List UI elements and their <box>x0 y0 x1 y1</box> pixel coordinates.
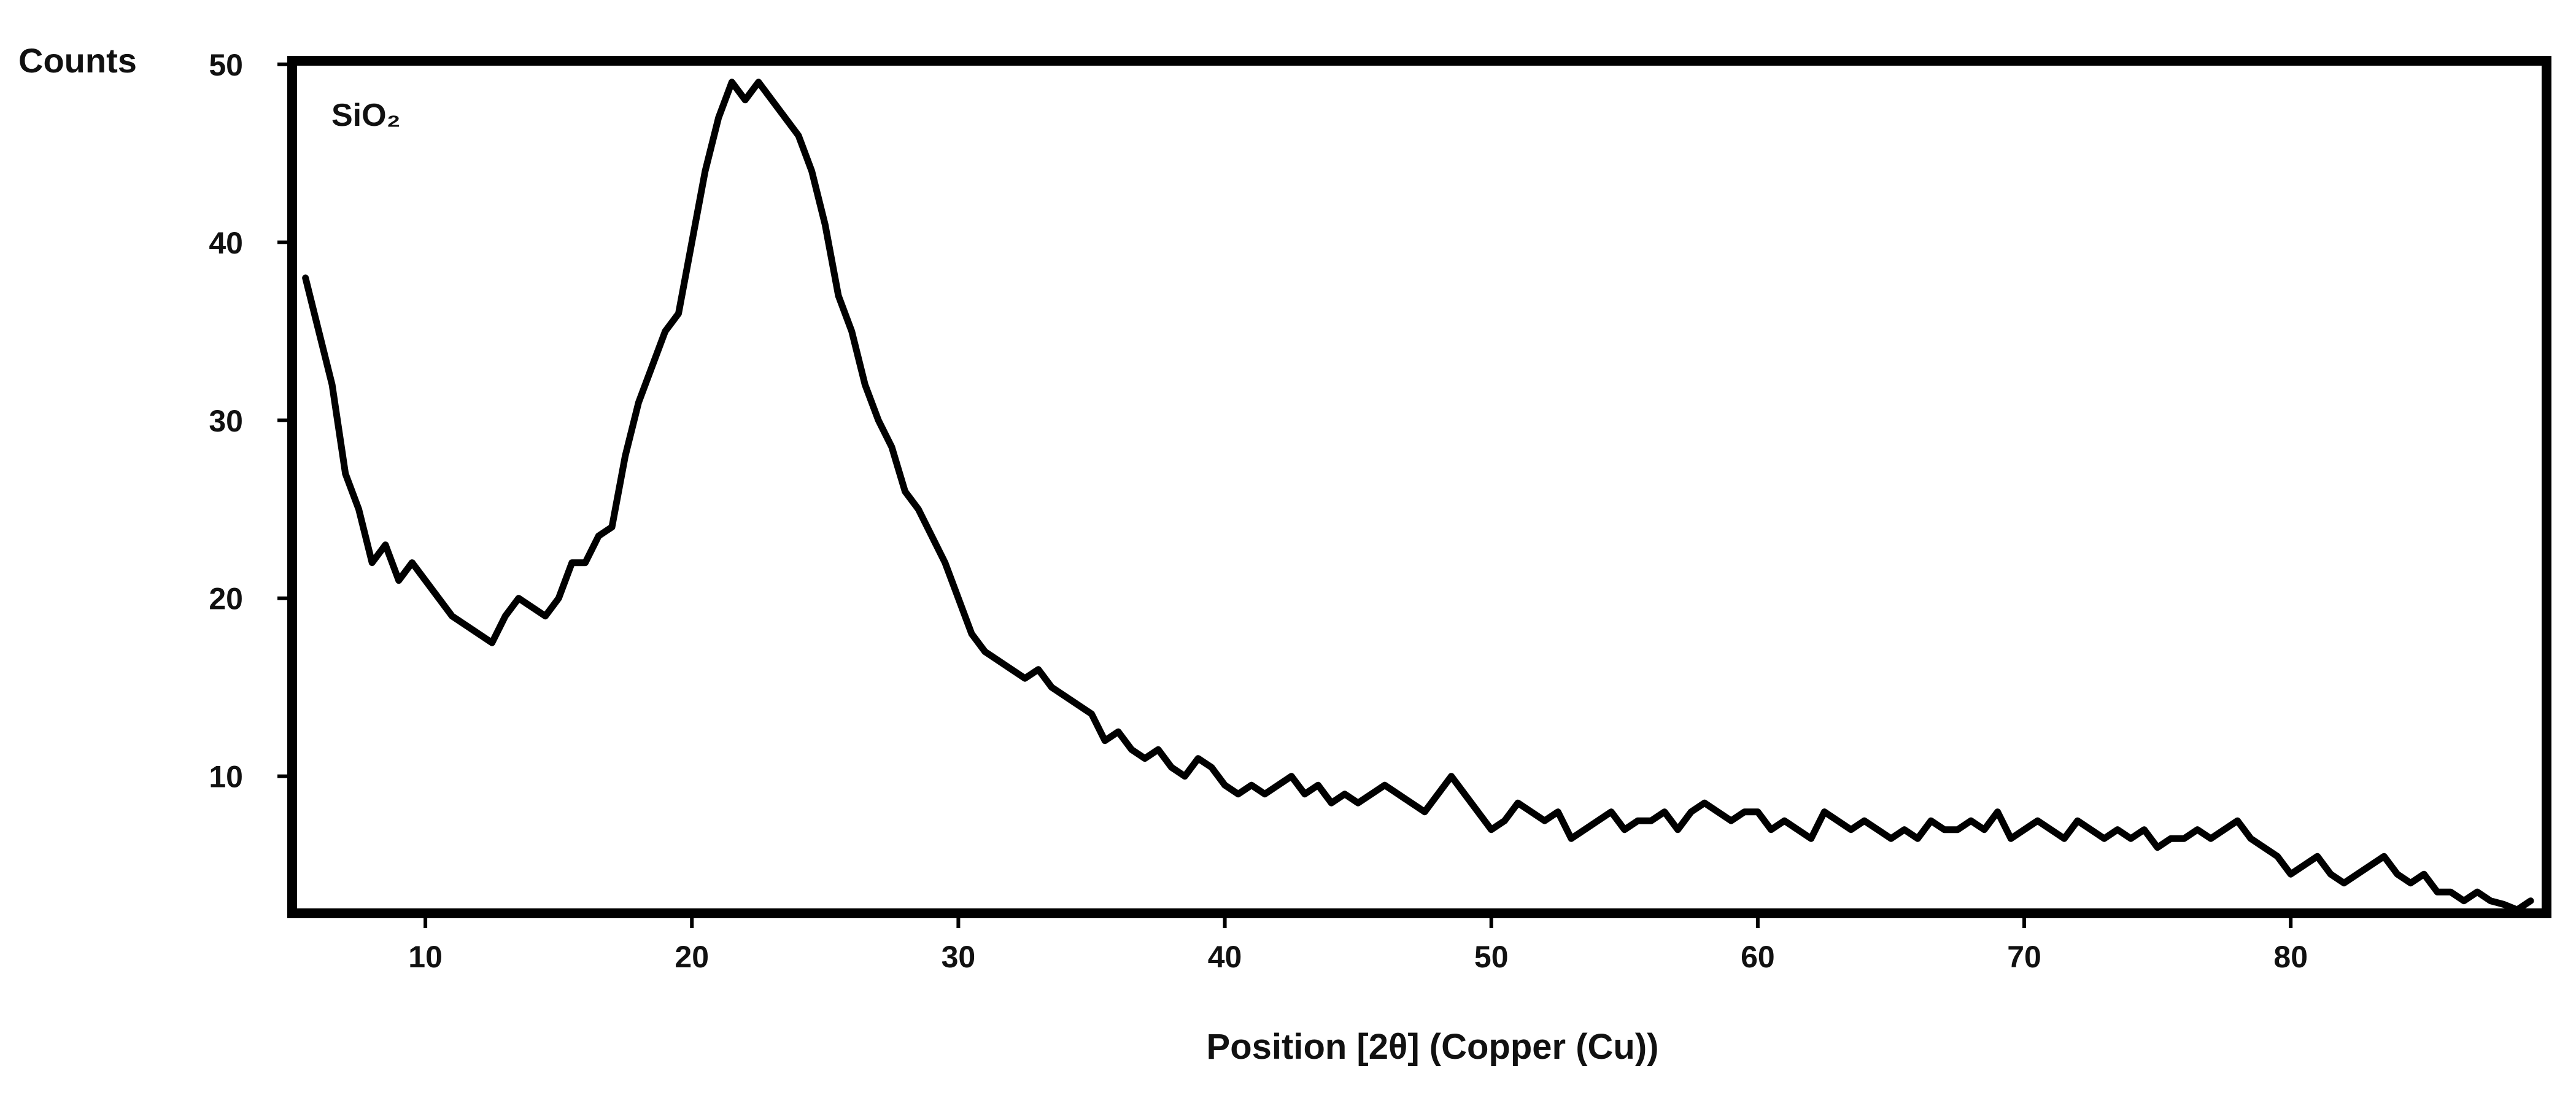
x-tick-label: 10 <box>408 940 443 974</box>
x-tick-label: 60 <box>1741 940 1775 974</box>
plot-frame <box>287 56 2551 918</box>
y-tick-label: 30 <box>209 404 243 438</box>
x-tick-label: 50 <box>1474 940 1509 974</box>
data-line <box>302 79 2534 913</box>
annotation: SiO₂ <box>331 98 401 133</box>
x-tick-label: 40 <box>1208 940 1242 974</box>
x-tick-label: 30 <box>942 940 976 974</box>
y-tick-label: 40 <box>209 226 243 260</box>
y-tick-label: 20 <box>209 582 243 616</box>
x-axis-label: Position [2θ] (Copper (Cu)) <box>1207 1027 1659 1067</box>
x-tick-label: 80 <box>2273 940 2308 974</box>
x-tick-label: 20 <box>675 940 709 974</box>
y-tick-label: 50 <box>209 48 243 82</box>
y-tick-label: 10 <box>209 760 243 794</box>
y-axis-label: Counts <box>18 41 137 80</box>
x-tick-label: 70 <box>2007 940 2041 974</box>
